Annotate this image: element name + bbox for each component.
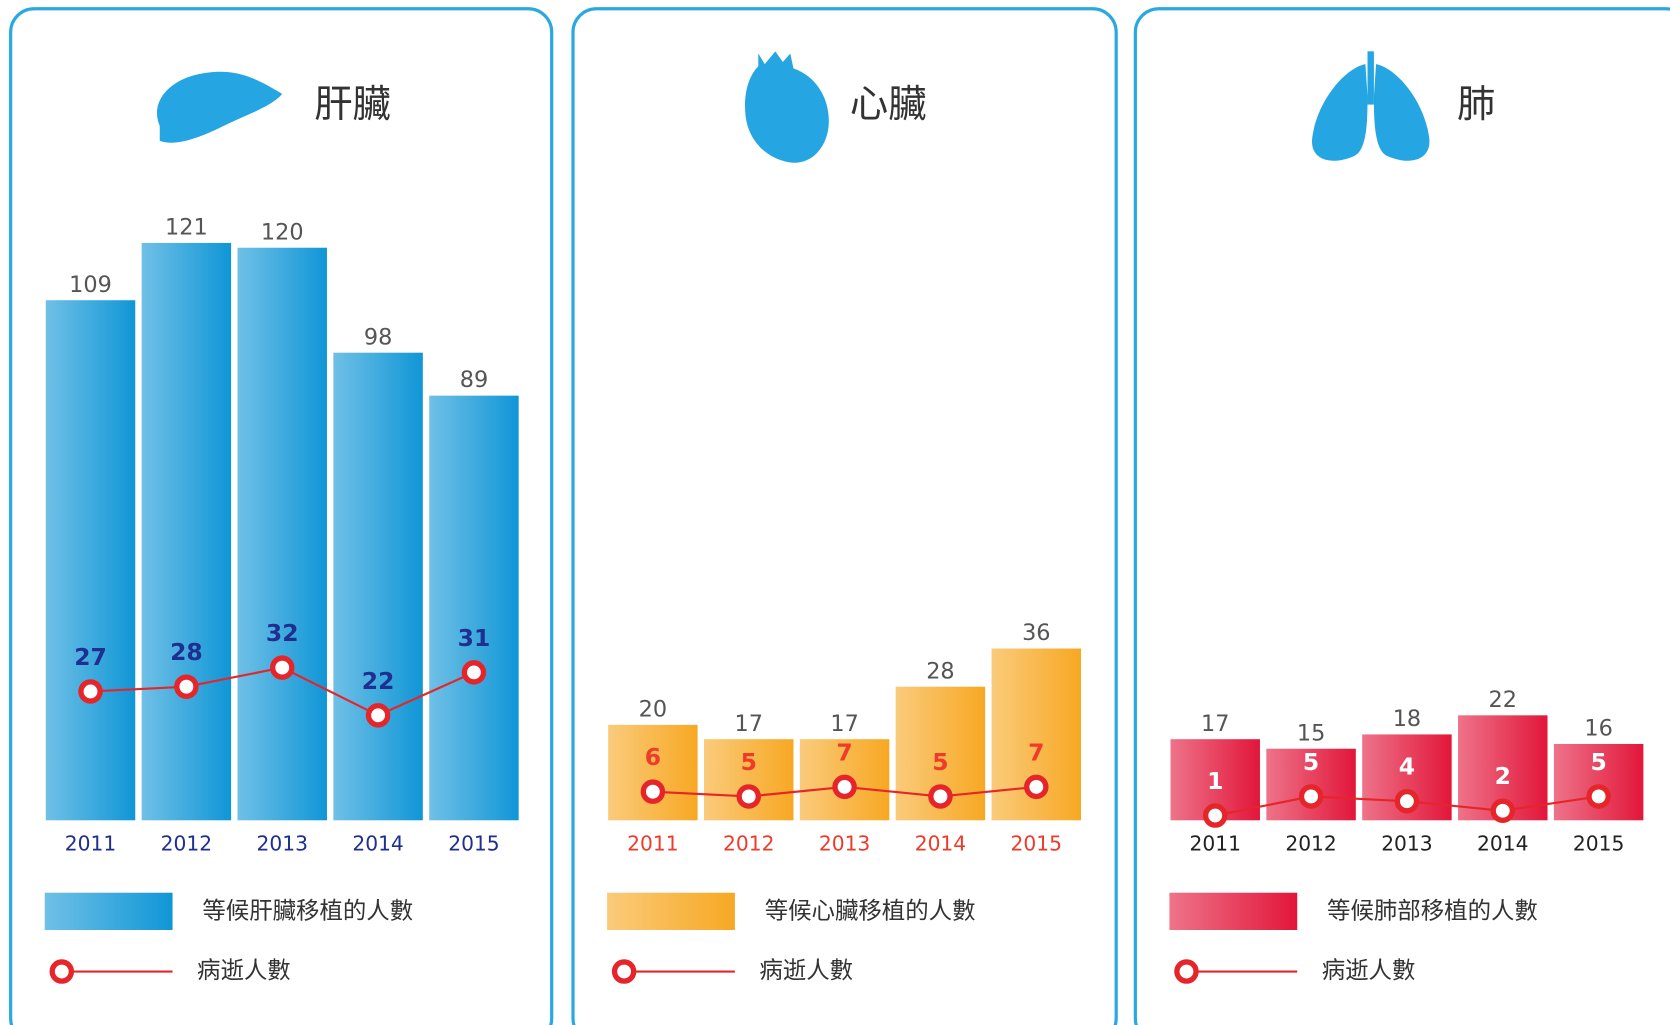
legend-marker <box>611 959 637 984</box>
panel-frame <box>571 7 1118 1025</box>
bar-value-label: 121 <box>165 215 208 241</box>
x-tick-label: 2015 <box>448 831 499 855</box>
death-marker <box>1298 784 1324 809</box>
death-marker <box>1490 798 1516 824</box>
bar-value-label: 20 <box>639 696 667 722</box>
legend-marker <box>49 959 75 984</box>
x-tick-label: 2012 <box>1285 831 1336 855</box>
bar-value-label: 36 <box>1022 620 1050 646</box>
panel-title: 肺 <box>1457 82 1495 127</box>
bar <box>237 247 327 821</box>
bar <box>608 724 698 821</box>
death-marker <box>1394 788 1420 814</box>
death-value-label: 2 <box>1495 762 1511 790</box>
x-tick-label: 2014 <box>915 831 966 855</box>
panel-frame <box>1133 7 1670 1025</box>
legend-swatch <box>44 892 173 930</box>
lung-icon-trachea <box>1367 51 1374 105</box>
bar <box>141 242 232 821</box>
legend-label: 病逝人數 <box>1322 956 1416 984</box>
chart-panel: 肝臟 109 121 120 98 89 2011 2012 2013 2014 2015 27 28 3… <box>44 82 519 984</box>
death-value-label: 4 <box>1399 753 1415 781</box>
bar-value-label: 89 <box>460 367 488 393</box>
x-tick-label: 2014 <box>1477 831 1528 855</box>
liver-icon <box>157 71 283 143</box>
death-value-label: 7 <box>1028 738 1044 766</box>
x-tick-label: 2015 <box>1011 831 1062 855</box>
x-tick-label: 2013 <box>1381 831 1432 855</box>
death-value-label: 27 <box>74 643 107 671</box>
bar-value-label: 18 <box>1393 706 1421 732</box>
x-tick-label: 2011 <box>65 831 116 855</box>
x-tick-label: 2011 <box>627 831 678 855</box>
death-value-label: 31 <box>458 624 491 652</box>
death-value-label: 22 <box>362 667 395 695</box>
legend-swatch <box>607 892 735 930</box>
death-marker <box>736 784 761 809</box>
bar <box>429 395 519 821</box>
bar-value-label: 109 <box>69 272 112 298</box>
heart-icon <box>745 51 829 163</box>
death-marker <box>174 674 199 699</box>
death-marker <box>1586 784 1611 809</box>
legend-label: 等候心臟移植的人數 <box>765 896 976 924</box>
death-marker <box>365 703 391 728</box>
panel-title: 肝臟 <box>314 82 391 127</box>
death-marker <box>1202 803 1228 828</box>
bar-value-label: 17 <box>830 711 858 737</box>
death-value-label: 1 <box>1207 767 1223 795</box>
x-tick-label: 2012 <box>723 831 774 855</box>
death-marker <box>928 784 953 809</box>
death-value-label: 5 <box>1590 748 1606 776</box>
death-marker <box>269 655 295 680</box>
x-tick-label: 2011 <box>1189 831 1240 855</box>
death-value-label: 5 <box>1303 748 1319 776</box>
death-value-label: 7 <box>836 738 852 766</box>
x-tick-label: 2015 <box>1573 831 1624 855</box>
bar-value-label: 16 <box>1584 716 1612 742</box>
bar-value-label: 98 <box>364 324 392 350</box>
x-tick-label: 2013 <box>819 831 870 855</box>
legend-swatch <box>1169 892 1298 930</box>
lung-icon <box>1311 64 1430 161</box>
death-value-label: 28 <box>170 638 203 666</box>
bar-value-label: 120 <box>261 219 304 245</box>
legend-label: 等候肝臟移植的人數 <box>202 896 413 924</box>
bar-value-label: 17 <box>1201 711 1229 737</box>
bar <box>45 300 136 821</box>
death-marker <box>640 779 666 804</box>
bar-value-label: 17 <box>735 711 763 737</box>
death-value-label: 32 <box>266 619 299 647</box>
bar-value-label: 28 <box>926 658 954 684</box>
bar <box>333 352 423 821</box>
bar-value-label: 22 <box>1489 687 1517 713</box>
x-tick-label: 2013 <box>257 831 308 855</box>
death-value-label: 5 <box>932 748 948 776</box>
death-value-label: 5 <box>741 748 757 776</box>
chart-panel: 心臟 20 17 17 28 36 2011 2012 2013 2014 2015 6 5 7 5 7 等候心… <box>607 82 1082 984</box>
x-tick-label: 2012 <box>161 831 212 855</box>
legend-marker <box>1174 959 1199 984</box>
legend-label: 病逝人數 <box>197 956 291 984</box>
bar-value-label: 15 <box>1297 720 1325 746</box>
death-marker <box>832 774 857 800</box>
death-marker <box>461 660 487 685</box>
legend-label: 等候肺部移植的人數 <box>1327 896 1538 924</box>
death-marker <box>1024 774 1049 800</box>
x-tick-label: 2014 <box>352 831 403 855</box>
panel-title: 心臟 <box>850 82 927 127</box>
legend-label: 病逝人數 <box>759 956 853 984</box>
death-value-label: 6 <box>645 743 661 771</box>
death-marker <box>78 679 103 704</box>
